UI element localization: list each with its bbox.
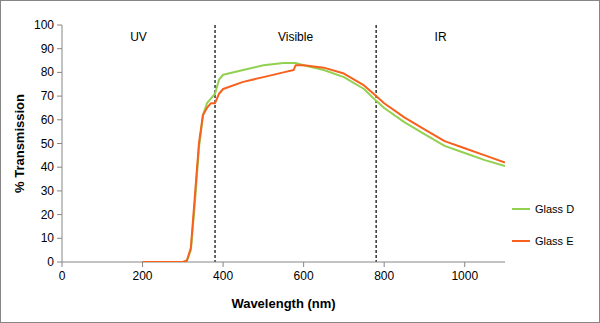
x-tick	[62, 262, 63, 267]
y-tick-label: 30	[41, 184, 55, 198]
band-boundary	[214, 25, 215, 262]
y-tick-label: 20	[41, 208, 55, 222]
y-tick-label: 40	[41, 160, 55, 174]
x-tick-label: 600	[294, 269, 314, 283]
y-tick-label: 50	[41, 137, 55, 151]
legend-swatch	[512, 208, 530, 210]
y-axis-title: % Transmission	[12, 94, 27, 193]
band-boundary	[376, 25, 377, 262]
y-tick-label: 60	[41, 113, 55, 127]
y-tick	[57, 214, 62, 215]
x-axis	[62, 262, 505, 263]
x-tick	[223, 262, 224, 267]
y-tick	[57, 72, 62, 73]
y-tick	[57, 238, 62, 239]
x-tick	[384, 262, 385, 267]
legend-label: Glass D	[535, 203, 574, 215]
y-tick	[57, 143, 62, 144]
y-tick-label: 80	[41, 65, 55, 79]
chart: UVVisibleIR01020304050607080901000200400…	[0, 0, 600, 323]
x-tick-label: 400	[213, 269, 233, 283]
chart-border	[1, 1, 600, 323]
legend-label: Glass E	[535, 235, 574, 247]
band-label: IR	[435, 30, 447, 44]
x-tick-label: 200	[133, 269, 153, 283]
y-tick-label: 70	[41, 89, 55, 103]
y-tick-label: 10	[41, 231, 55, 245]
y-tick-label: 0	[47, 255, 54, 269]
plot-area	[143, 63, 505, 262]
y-tick	[57, 190, 62, 191]
x-tick	[464, 262, 465, 267]
legend-swatch	[512, 240, 530, 242]
x-tick	[303, 262, 304, 267]
band-label: UV	[130, 30, 147, 44]
x-tick	[142, 262, 143, 267]
x-tick-label: 1000	[451, 269, 478, 283]
series-line	[143, 63, 505, 262]
x-axis-title: Wavelength (nm)	[231, 296, 335, 311]
x-tick-label: 0	[59, 269, 66, 283]
y-tick	[57, 119, 62, 120]
y-tick-label: 100	[34, 18, 54, 32]
band-label: Visible	[278, 30, 313, 44]
x-tick-label: 800	[374, 269, 394, 283]
y-tick-label: 90	[41, 42, 55, 56]
y-tick	[57, 167, 62, 168]
y-tick	[57, 25, 62, 26]
y-tick	[57, 96, 62, 97]
y-tick	[57, 48, 62, 49]
y-tick	[57, 262, 62, 263]
series-line	[143, 65, 505, 262]
